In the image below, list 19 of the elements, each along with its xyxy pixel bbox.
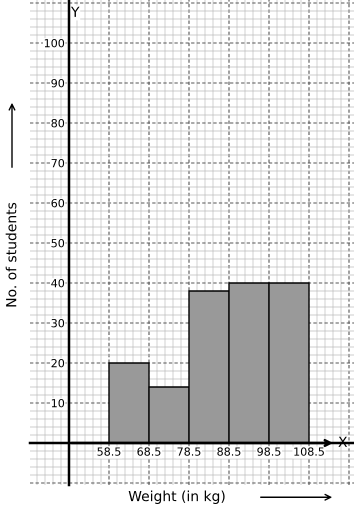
y-tick-label: 50 [52,238,64,248]
y-tick-label: 10 [52,398,64,408]
y-tick-label: 100 [44,38,64,48]
annotation: Y [70,6,80,17]
x-tick-label: 68.5 [137,447,160,456]
y-tick-label: 60 [51,198,64,208]
y-tick-label: 70 [52,158,64,168]
y-tick-label: 90 [51,78,64,88]
x-tick-label: 98.5 [257,447,280,456]
x-tick-label: 58.5 [97,447,120,456]
x-axis-title: Weight (in kg) [128,490,225,504]
y-tick-label: 20 [52,358,64,368]
x-tick-label: 78.5 [178,447,200,456]
y-tick-label: 30 [52,318,64,328]
y-tick-label: 80 [51,118,64,128]
y-tick-label: 40 [51,278,64,288]
x-tick-label: 108.5 [294,447,324,456]
y-axis-title: No. of students [6,202,16,306]
x-tick-label: 88.5 [217,447,240,456]
